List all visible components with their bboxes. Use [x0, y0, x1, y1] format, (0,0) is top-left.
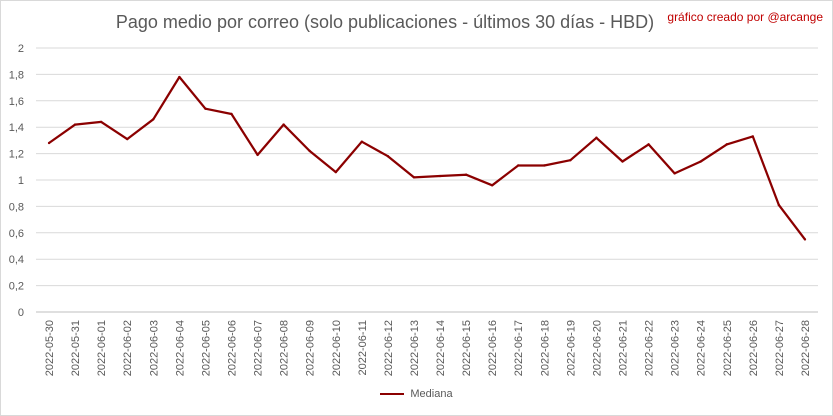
x-tick-label: 2022-06-08 — [279, 320, 291, 376]
y-axis-ticks: 0 0,2 0,4 0,6 0,8 1 1,2 1,4 1,6 1,8 2 — [9, 43, 24, 319]
x-tick-label: 2022-06-28 — [800, 320, 812, 376]
chart-credit: gráfico creado por @arcange — [667, 10, 823, 24]
x-tick-label: 2022-06-09 — [305, 320, 317, 376]
data-point — [47, 141, 51, 145]
data-point — [412, 176, 416, 179]
x-tick-label: 2022-06-20 — [591, 320, 603, 376]
y-tick-label: 1 — [18, 175, 24, 187]
data-point — [178, 75, 181, 79]
data-point — [126, 137, 129, 141]
data-point — [647, 143, 650, 146]
x-tick-label: 2022-06-05 — [200, 320, 212, 376]
data-point — [230, 112, 233, 116]
x-tick-label: 2022-06-21 — [618, 320, 630, 376]
x-tick-label: 2022-06-15 — [461, 320, 473, 376]
chart-title: Pago medio por correo (solo publicacione… — [115, 12, 655, 32]
data-point — [204, 107, 207, 110]
x-tick-label: 2022-06-12 — [383, 320, 395, 376]
data-point — [751, 135, 755, 138]
x-tick-label: 2022-05-31 — [70, 320, 82, 376]
x-tick-label: 2022-06-01 — [96, 320, 108, 376]
x-tick-label: 2022-06-26 — [748, 320, 760, 376]
legend-swatch — [380, 393, 405, 396]
x-tick-label: 2022-06-07 — [253, 320, 265, 376]
data-point — [99, 120, 103, 124]
x-tick-label: 2022-06-11 — [357, 320, 369, 375]
data-point — [673, 172, 676, 175]
data-point — [517, 164, 520, 167]
data-point — [282, 123, 285, 126]
x-tick-label: 2022-06-06 — [227, 320, 239, 376]
data-point — [386, 155, 390, 158]
x-tick-label: 2022-06-19 — [565, 320, 577, 376]
y-tick-label: 1,6 — [9, 96, 24, 108]
x-tick-label: 2022-06-25 — [722, 320, 734, 376]
x-tick-label: 2022-06-17 — [513, 320, 525, 376]
series-layer — [47, 75, 807, 241]
x-tick-label: 2022-06-02 — [122, 320, 134, 376]
data-point — [595, 136, 598, 139]
y-tick-label: 2 — [18, 43, 24, 55]
x-tick-label: 2022-06-14 — [435, 320, 447, 376]
legend: Mediana — [0, 388, 833, 400]
data-point — [803, 238, 807, 241]
data-point — [308, 149, 311, 153]
y-tick-label: 0,6 — [9, 228, 24, 240]
data-point — [490, 184, 494, 187]
x-tick-label: 2022-06-03 — [148, 320, 160, 376]
data-point — [438, 174, 442, 178]
y-tick-label: 1,4 — [9, 122, 24, 134]
data-point — [725, 143, 728, 146]
y-tick-label: 0 — [18, 307, 24, 319]
y-tick-label: 0,4 — [9, 254, 24, 266]
y-tick-label: 1,8 — [9, 69, 24, 81]
data-point — [464, 173, 468, 176]
data-point — [152, 118, 155, 121]
data-point — [334, 170, 337, 174]
y-tick-label: 0,2 — [9, 281, 24, 293]
legend-label: Mediana — [410, 388, 453, 400]
data-point — [699, 160, 702, 163]
data-point — [360, 140, 364, 143]
x-tick-label: 2022-06-22 — [644, 320, 656, 376]
x-tick-label: 2022-06-04 — [174, 320, 186, 376]
gridlines — [36, 47, 818, 313]
x-tick-label: 2022-06-10 — [331, 320, 343, 376]
x-tick-label: 2022-06-18 — [539, 320, 551, 376]
x-axis-ticks: 2022-05-30 2022-05-31 2022-06-01 2022-06-02… — [44, 320, 812, 376]
x-tick-label: 2022-06-13 — [409, 320, 421, 376]
x-tick-label: 2022-05-30 — [44, 320, 56, 376]
data-point — [621, 160, 624, 163]
data-point — [543, 164, 546, 167]
x-tick-label: 2022-06-27 — [774, 320, 786, 376]
data-point — [256, 153, 259, 157]
y-tick-label: 0,8 — [9, 201, 24, 213]
data-point — [73, 123, 77, 126]
x-tick-label: 2022-06-24 — [696, 320, 708, 376]
data-point — [569, 159, 572, 162]
x-tick-label: 2022-06-16 — [487, 320, 499, 376]
data-point — [777, 203, 781, 207]
series-line-mediana — [48, 75, 806, 241]
y-tick-label: 1,2 — [9, 149, 24, 161]
x-tick-label: 2022-06-23 — [670, 320, 682, 376]
